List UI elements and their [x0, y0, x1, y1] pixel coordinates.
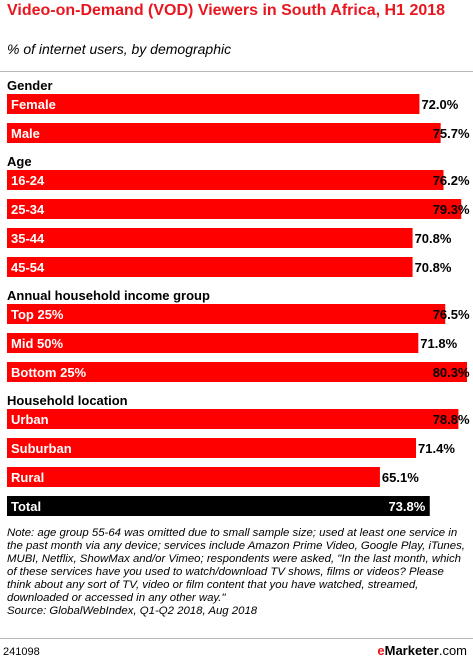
bar-chart: Gender Female 72.0% Male 75.7% Age 16-24 76.2% 2… [7, 78, 470, 516]
data-row-bar [7, 304, 446, 324]
group-heading: Gender [7, 78, 53, 93]
data-row-value: 72.0% [421, 97, 458, 112]
data-row-label: Female [11, 97, 56, 112]
logo-suffix: .com [438, 643, 467, 658]
data-row-bar [7, 228, 413, 248]
data-row-label: 35-44 [11, 231, 45, 246]
data-row-label: Male [11, 126, 40, 141]
data-row-label: 25-34 [11, 202, 45, 217]
data-row-bar [7, 123, 441, 143]
data-row-value: 80.3% [433, 365, 470, 380]
data-row-bar [7, 409, 459, 429]
group-heading: Annual household income group [7, 288, 210, 303]
group-heading: Household location [7, 393, 128, 408]
chart-subtitle: % of internet users, by demographic [7, 41, 232, 57]
data-row-label: 45-54 [11, 260, 45, 275]
data-row-value: 76.5% [433, 307, 470, 322]
data-row-label: Mid 50% [11, 336, 63, 351]
note-text: Note: age group 55-64 was omitted due to… [7, 527, 465, 604]
data-row-value: 71.8% [420, 336, 457, 351]
logo-name: Marketer [384, 643, 439, 658]
data-row-bar [7, 467, 380, 487]
data-row-bar [7, 333, 419, 353]
total-row-value: 73.8% [388, 499, 425, 514]
data-row-value: 76.2% [433, 173, 470, 188]
data-row-bar [7, 94, 420, 114]
data-row-value: 70.8% [415, 231, 452, 246]
group-heading: Age [7, 154, 32, 169]
data-row-value: 78.8% [433, 412, 470, 427]
data-row-label: Urban [11, 412, 49, 427]
data-row-value: 70.8% [415, 260, 452, 275]
data-row-label: Suburban [11, 441, 72, 456]
chart-note: Note: age group 55-64 was omitted due to… [7, 527, 469, 618]
data-row-label: Rural [11, 470, 44, 485]
data-row-bar [7, 199, 462, 219]
data-row-value: 71.4% [418, 441, 455, 456]
chart-title: Video-on-Demand (VOD) Viewers in South A… [7, 2, 446, 19]
total-row-label: Total [11, 499, 41, 514]
header-divider [0, 71, 473, 72]
source-text: Source: GlobalWebIndex, Q1-Q2 2018, Aug … [7, 605, 258, 617]
logo-e: e [377, 643, 385, 658]
data-row-bar [7, 362, 467, 382]
footer-divider [0, 638, 473, 639]
data-row-value: 65.1% [382, 470, 419, 485]
data-row-label: 16-24 [11, 173, 45, 188]
data-row-bar [7, 438, 417, 458]
data-row-label: Bottom 25% [11, 365, 87, 380]
data-row-bar [7, 257, 413, 277]
emarketer-logo: eMarketer.com [377, 643, 467, 658]
data-row-bar [7, 170, 444, 190]
chart-id: 241098 [3, 646, 40, 658]
data-row-value: 79.3% [433, 202, 470, 217]
data-row-label: Top 25% [11, 307, 64, 322]
data-row-value: 75.7% [433, 126, 470, 141]
total-row-bar [7, 496, 430, 516]
